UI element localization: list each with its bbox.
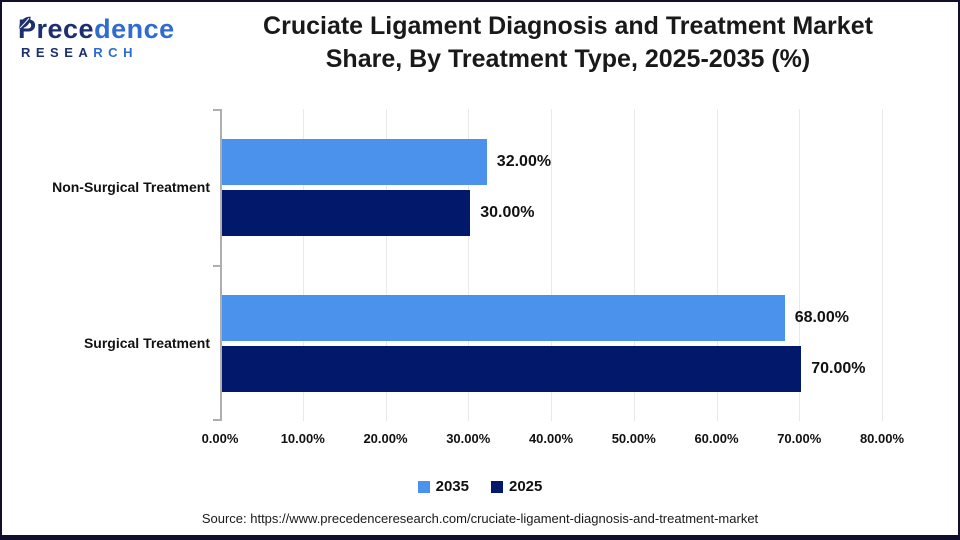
brand-logo: Precedence RESEARCH (18, 14, 188, 60)
legend-label: 2035 (435, 478, 469, 495)
gridline (302, 109, 304, 421)
x-tick-label: 10.00% (280, 431, 325, 446)
legend-item-2035: 2035 (417, 478, 469, 495)
value-label: 68.00% (794, 308, 849, 326)
y-axis-line (220, 109, 222, 421)
x-tick-label: 60.00% (694, 431, 739, 446)
brand-subtitle: RESEARCH (21, 45, 138, 60)
legend-item-2025: 2025 (491, 478, 542, 495)
value-label: 70.00% (811, 359, 866, 377)
gridline (716, 109, 718, 421)
legend-swatch (491, 480, 503, 493)
x-tick-label: 70.00% (777, 431, 822, 446)
bar-2025-0 (222, 189, 471, 236)
gridline (633, 109, 635, 421)
brand-name-text: Precedence (18, 14, 175, 44)
axis-tick (213, 265, 220, 267)
chart-title-line2: Share, By Treatment Type, 2025-2035 (%) (325, 45, 811, 73)
x-tick-label: 30.00% (446, 431, 491, 446)
leaf-icon (17, 7, 33, 37)
source-note: Source: https://www.precedenceresearch.c… (201, 511, 759, 526)
x-tick-label: 50.00% (611, 431, 656, 446)
chart-title-line1: Cruciate Ligament Diagnosis and Treatmen… (263, 12, 873, 40)
chart-title: Cruciate Ligament Diagnosis and Treatmen… (192, 10, 944, 76)
category-label: Surgical Treatment (83, 335, 210, 351)
x-tick-label: 20.00% (363, 431, 408, 446)
gridline (882, 109, 883, 421)
bar-2035-0 (222, 138, 487, 185)
bar-2025-1 (222, 345, 802, 392)
x-tick-label: 40.00% (528, 431, 574, 446)
gridline (799, 109, 801, 421)
gridline (551, 109, 552, 421)
value-label: 30.00% (480, 203, 535, 221)
bar-2035-1 (222, 294, 785, 341)
legend-swatch (417, 480, 430, 493)
gridline (468, 109, 470, 421)
category-label: Non-Surgical Treatment (52, 179, 210, 195)
x-tick-label: 80.00% (859, 431, 905, 446)
header: Precedence RESEARCH Cruciate Ligament Di… (2, 2, 958, 82)
chart-area: 32.00% 30.00% 68.00% 70.00% Non-Surgical Tr… (2, 80, 958, 535)
gridline (385, 109, 387, 421)
plot-area: 32.00% 30.00% 68.00% 70.00% (213, 109, 883, 421)
x-tick-label: 0.00% (201, 431, 239, 446)
axis-tick (213, 109, 220, 111)
value-label: 32.00% (496, 152, 552, 170)
legend-label: 2025 (509, 478, 543, 495)
legend: 2035 2025 (2, 478, 958, 495)
brand-name: Precedence (18, 14, 188, 44)
axis-tick (213, 419, 220, 421)
